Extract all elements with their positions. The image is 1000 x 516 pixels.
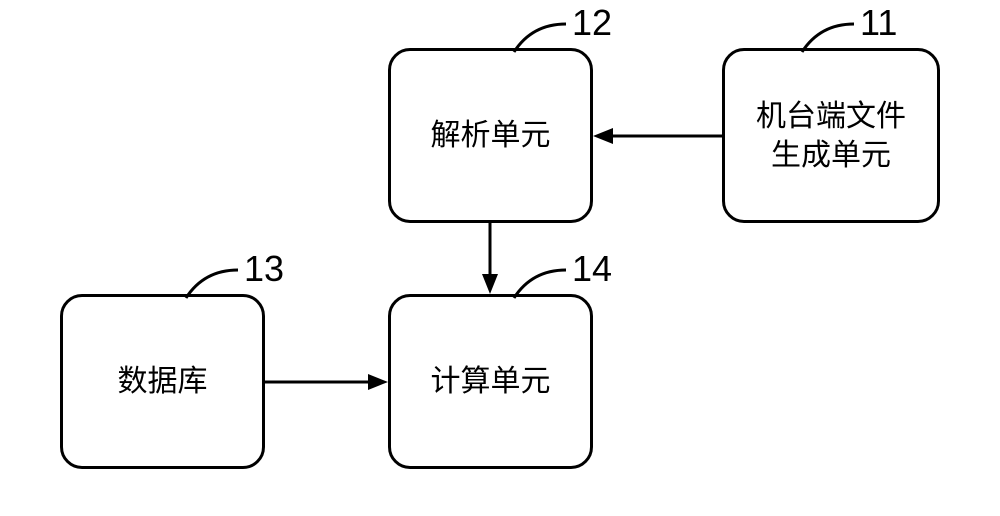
node-compute: 计算单元 <box>388 294 593 469</box>
node-file-gen: 机台端文件 生成单元 <box>722 48 940 223</box>
label-11: 11 <box>860 2 897 44</box>
node-compute-label: 计算单元 <box>431 362 551 401</box>
leader-11 <box>798 18 858 56</box>
label-13: 13 <box>244 248 284 290</box>
leader-12 <box>510 18 570 56</box>
label-14: 14 <box>572 248 612 290</box>
leader-14 <box>510 264 570 302</box>
label-12: 12 <box>572 2 612 44</box>
node-file-gen-label: 机台端文件 生成单元 <box>756 97 906 175</box>
node-parser-label: 解析单元 <box>431 116 551 155</box>
node-parser: 解析单元 <box>388 48 593 223</box>
arrow-filegen-parser <box>593 118 722 154</box>
arrow-parser-compute <box>472 223 508 294</box>
node-database: 数据库 <box>60 294 265 469</box>
node-database-label: 数据库 <box>118 362 208 401</box>
leader-13 <box>182 264 242 302</box>
arrow-database-compute <box>265 364 388 400</box>
